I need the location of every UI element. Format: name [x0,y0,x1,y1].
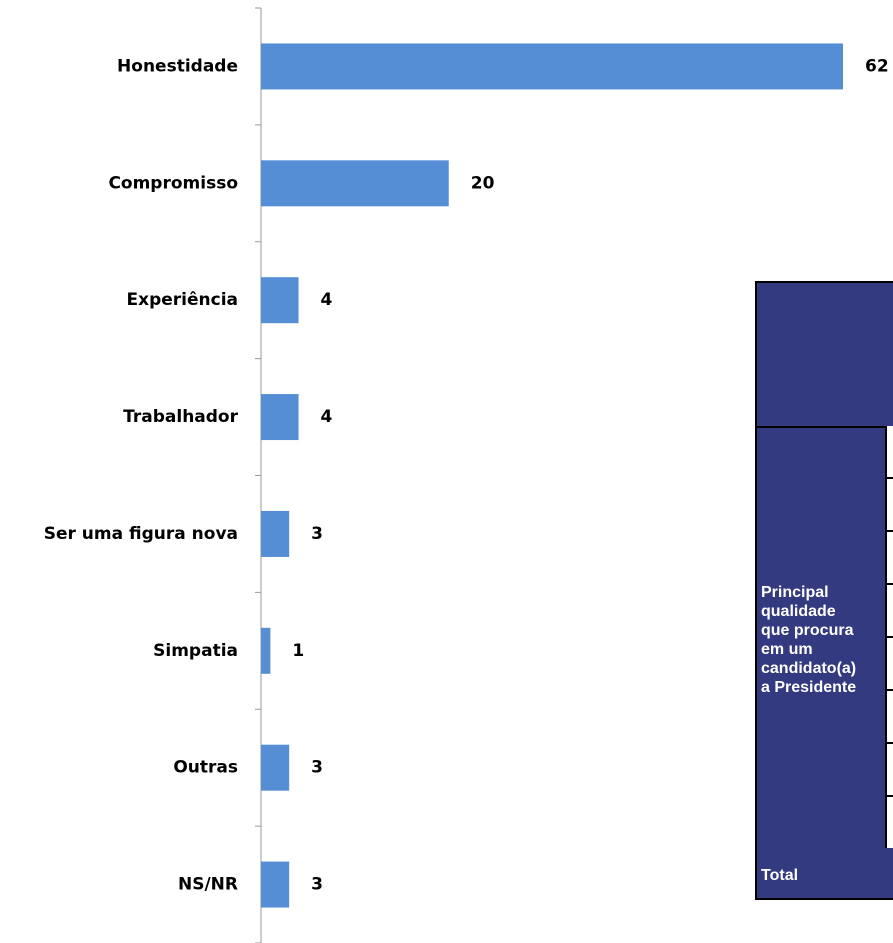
category-label: Outras [173,758,238,778]
category-label: Simpatia [153,641,238,661]
cell [887,426,893,479]
value-label: 3 [311,758,323,778]
bar [261,43,843,90]
bar [261,744,290,791]
bar [261,510,290,557]
value-label: 3 [311,524,323,544]
value-label: 4 [321,407,333,427]
cell [887,638,893,691]
value-label: 62 [865,56,889,76]
bar [261,394,299,441]
row-header-line: a Presidente [761,679,857,696]
cell [887,585,893,638]
category-label: Ser uma figura nova [44,524,238,544]
bar [261,627,271,674]
category-label: NS/NR [178,875,238,895]
bar [261,277,299,324]
table: Principal qualidade que procura em um candid… [755,281,893,900]
value-label: 3 [311,875,323,895]
cells [885,426,893,848]
category-label: Compromisso [108,173,238,193]
total-label: Total [761,867,799,884]
table-header [757,283,893,428]
row-header-line: qualidade [761,603,836,620]
category-label: Experiência [127,290,239,310]
value-label: 1 [292,641,304,661]
cell [887,797,893,848]
bar [261,861,290,908]
row-header: Principal qualidade que procura em um candid… [761,583,856,697]
value-label: 4 [321,290,333,310]
category-label: Trabalhador [123,407,238,427]
cell [887,479,893,532]
cell [887,744,893,797]
category-label: Honestidade [117,56,238,76]
row-header-line: Principal [761,584,829,601]
cell [887,532,893,585]
row-header-line: em um [761,641,813,658]
value-label: 20 [471,173,495,193]
cell [887,691,893,744]
row-header-line: candidato(a) [761,660,857,677]
row-header-line: que procura [761,622,854,639]
bar [261,160,449,207]
